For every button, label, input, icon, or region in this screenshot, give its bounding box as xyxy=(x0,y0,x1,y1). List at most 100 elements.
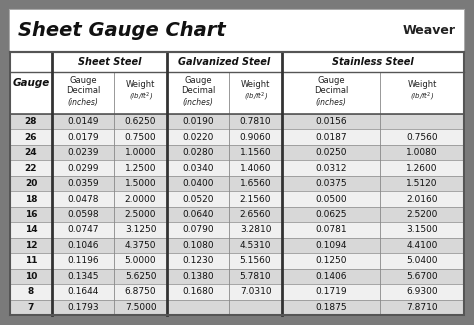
Text: 10: 10 xyxy=(25,272,37,281)
Text: (inches): (inches) xyxy=(316,98,346,107)
Text: 0.0340: 0.0340 xyxy=(182,163,214,173)
Bar xyxy=(10,129,464,145)
Text: 2.5000: 2.5000 xyxy=(125,210,156,219)
Text: 3.1500: 3.1500 xyxy=(406,226,438,234)
Text: 0.0187: 0.0187 xyxy=(315,133,347,142)
Text: 7.0310: 7.0310 xyxy=(240,287,271,296)
Text: 2.5200: 2.5200 xyxy=(406,210,438,219)
Text: Gauge: Gauge xyxy=(317,76,345,85)
Bar xyxy=(10,72,464,114)
Text: 1.4060: 1.4060 xyxy=(240,163,271,173)
Text: 28: 28 xyxy=(25,117,37,126)
Text: 0.0478: 0.0478 xyxy=(67,195,99,203)
Text: Galvanized Steel: Galvanized Steel xyxy=(178,57,271,67)
Text: Decimal: Decimal xyxy=(66,86,100,96)
Bar xyxy=(10,300,464,315)
Text: 2.0160: 2.0160 xyxy=(406,195,438,203)
Text: 0.1406: 0.1406 xyxy=(315,272,347,281)
Text: 0.1230: 0.1230 xyxy=(182,256,214,266)
Bar xyxy=(10,253,464,269)
Text: 0.1793: 0.1793 xyxy=(67,303,99,312)
Bar xyxy=(10,10,464,52)
Bar xyxy=(10,238,464,253)
Text: 1.6560: 1.6560 xyxy=(240,179,271,188)
Text: 7.5000: 7.5000 xyxy=(125,303,156,312)
Text: 0.9060: 0.9060 xyxy=(240,133,271,142)
Text: 4.4100: 4.4100 xyxy=(406,241,438,250)
Text: 20: 20 xyxy=(25,179,37,188)
Text: Gauge: Gauge xyxy=(12,78,50,88)
Text: 0.1046: 0.1046 xyxy=(67,241,99,250)
Text: 6.9300: 6.9300 xyxy=(406,287,438,296)
Text: 1.1560: 1.1560 xyxy=(240,148,271,157)
Text: Gauge: Gauge xyxy=(69,76,97,85)
Text: 0.0239: 0.0239 xyxy=(67,148,99,157)
Text: 6.8750: 6.8750 xyxy=(125,287,156,296)
Bar xyxy=(10,284,464,300)
Text: Weight: Weight xyxy=(241,80,270,89)
Text: Gauge: Gauge xyxy=(184,76,212,85)
Text: (lb/ft$^2$): (lb/ft$^2$) xyxy=(244,91,268,103)
Text: 0.0299: 0.0299 xyxy=(67,163,99,173)
Text: 1.5120: 1.5120 xyxy=(406,179,438,188)
Text: 0.0747: 0.0747 xyxy=(67,226,99,234)
Text: 1.2500: 1.2500 xyxy=(125,163,156,173)
Text: 5.0400: 5.0400 xyxy=(406,256,438,266)
Text: 24: 24 xyxy=(25,148,37,157)
Text: 0.6250: 0.6250 xyxy=(125,117,156,126)
Text: 0.0220: 0.0220 xyxy=(182,133,214,142)
Text: Weight: Weight xyxy=(126,80,155,89)
Text: 5.7810: 5.7810 xyxy=(240,272,271,281)
Text: 5.0000: 5.0000 xyxy=(125,256,156,266)
Text: 22: 22 xyxy=(25,163,37,173)
Text: 2.6560: 2.6560 xyxy=(240,210,271,219)
Text: 0.7810: 0.7810 xyxy=(240,117,271,126)
Text: 1.0080: 1.0080 xyxy=(406,148,438,157)
Bar xyxy=(10,145,464,160)
Text: 0.7500: 0.7500 xyxy=(125,133,156,142)
Text: 4.3750: 4.3750 xyxy=(125,241,156,250)
Text: 0.1345: 0.1345 xyxy=(67,272,99,281)
Text: Weaver: Weaver xyxy=(403,24,456,37)
Text: (inches): (inches) xyxy=(68,98,99,107)
Bar xyxy=(10,222,464,238)
Text: 7.8710: 7.8710 xyxy=(406,303,438,312)
Text: 0.0156: 0.0156 xyxy=(315,117,347,126)
Text: 12: 12 xyxy=(25,241,37,250)
Bar xyxy=(10,176,464,191)
Text: 0.1644: 0.1644 xyxy=(67,287,99,296)
Text: 0.0500: 0.0500 xyxy=(315,195,347,203)
Text: Sheet Steel: Sheet Steel xyxy=(78,57,141,67)
Text: 5.1560: 5.1560 xyxy=(240,256,271,266)
Text: 0.0625: 0.0625 xyxy=(315,210,347,219)
Text: 16: 16 xyxy=(25,210,37,219)
Text: Decimal: Decimal xyxy=(181,86,215,96)
Text: 0.0280: 0.0280 xyxy=(182,148,214,157)
Text: 0.0359: 0.0359 xyxy=(67,179,99,188)
Text: 2.1560: 2.1560 xyxy=(240,195,271,203)
Text: 0.0375: 0.0375 xyxy=(315,179,347,188)
Text: 14: 14 xyxy=(25,226,37,234)
Bar xyxy=(10,160,464,176)
Text: 0.0781: 0.0781 xyxy=(315,226,347,234)
Text: 8: 8 xyxy=(28,287,34,296)
Text: 0.1094: 0.1094 xyxy=(315,241,347,250)
Text: 0.1719: 0.1719 xyxy=(315,287,347,296)
Text: Weight: Weight xyxy=(408,80,437,89)
Bar xyxy=(10,207,464,222)
Text: 0.0640: 0.0640 xyxy=(182,210,214,219)
Text: 0.0190: 0.0190 xyxy=(182,117,214,126)
Text: 1.5000: 1.5000 xyxy=(125,179,156,188)
Text: 0.0250: 0.0250 xyxy=(315,148,347,157)
Text: 5.6250: 5.6250 xyxy=(125,272,156,281)
Text: 7: 7 xyxy=(28,303,34,312)
Text: 3.2810: 3.2810 xyxy=(240,226,271,234)
Text: 0.0312: 0.0312 xyxy=(315,163,347,173)
Text: 0.0790: 0.0790 xyxy=(182,226,214,234)
Bar xyxy=(10,52,464,72)
Text: (lb/ft$^2$): (lb/ft$^2$) xyxy=(410,91,434,103)
Bar xyxy=(10,114,464,129)
Text: 0.1250: 0.1250 xyxy=(315,256,347,266)
Bar xyxy=(10,269,464,284)
Text: 5.6700: 5.6700 xyxy=(406,272,438,281)
